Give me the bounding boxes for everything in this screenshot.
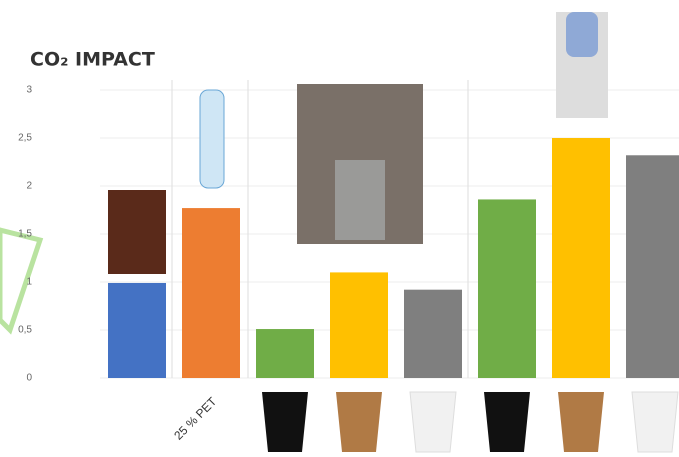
bar: [256, 329, 314, 378]
y-tick-label: 3: [26, 85, 32, 96]
y-tick-label: 0,5: [18, 325, 32, 336]
group-separators: [171, 80, 469, 378]
cups: [262, 391, 679, 453]
x-tick-label: 25 % PET: [171, 394, 220, 443]
cup-brown: [558, 392, 604, 452]
pictures: [108, 12, 608, 274]
y-tick-label: 0: [26, 373, 32, 384]
cup-white: [631, 391, 679, 453]
bar: [552, 138, 610, 378]
cup-black: [484, 392, 530, 452]
bar: [108, 282, 166, 378]
decoration: [0, 227, 44, 335]
bottle-image: [199, 89, 225, 189]
cooler-bottle: [566, 12, 598, 57]
chart-title: CO₂ IMPACT: [30, 49, 155, 71]
bar: [478, 199, 536, 378]
cup-white: [409, 391, 457, 453]
cup-brown: [336, 392, 382, 452]
y-tick-label: 2: [26, 181, 32, 192]
poster-image: [108, 190, 166, 274]
cup-black: [262, 392, 308, 452]
y-tick-label: 2,5: [18, 133, 32, 144]
tap-unit: [335, 160, 385, 240]
y-tick-label: 1: [26, 277, 32, 288]
y-tick-label: 1,5: [18, 229, 32, 240]
bar: [182, 208, 240, 378]
bar: [626, 155, 679, 378]
bar: [404, 289, 462, 378]
bar: [330, 272, 388, 378]
